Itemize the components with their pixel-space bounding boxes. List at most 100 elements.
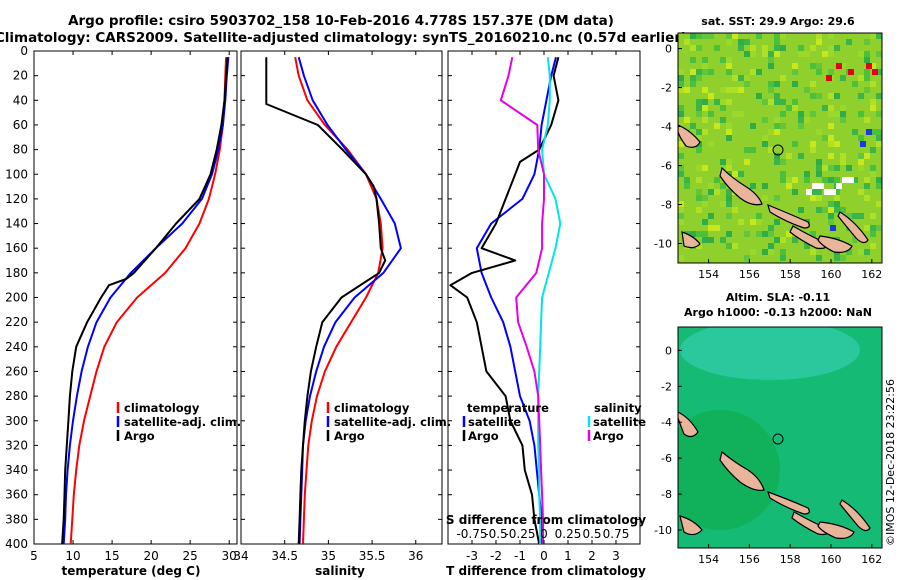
sst-cell [714, 177, 720, 183]
sst-cell [726, 135, 732, 141]
sst-cell [786, 177, 792, 183]
salinity-satellite-adj-line [297, 56, 402, 544]
sst-cell [846, 165, 852, 171]
sst-cell [864, 39, 870, 45]
sst-cell [816, 171, 822, 177]
legend-label-s-argo: Argo [593, 429, 624, 443]
figure-title-line1: Argo profile: csiro 5903702_158 10-Feb-2… [68, 13, 614, 29]
sst-cell [744, 159, 750, 165]
x-tick-label: 36 [408, 549, 423, 563]
sst-cell [768, 147, 774, 153]
sst-cell [696, 231, 702, 237]
s-diff-satellite-line [537, 57, 562, 544]
sst-cell [834, 111, 840, 117]
sst-cell [762, 51, 768, 57]
sst-cell [696, 105, 702, 111]
sst-cell [834, 45, 840, 51]
sst-map-axes: 154 156 158 160 162 0 -2 -4 -6 -8 -10 [654, 43, 882, 281]
sst-cell [750, 69, 756, 75]
malaita-land [839, 499, 871, 532]
sst-map-title: sat. SST: 29.9 Argo: 29.6 [701, 15, 855, 28]
map-lat-label: -10 [654, 524, 672, 537]
sst-cell [678, 81, 684, 87]
sst-cell [744, 81, 750, 87]
sst-cell [810, 81, 816, 87]
t-diff-tick-label: -3 [466, 549, 478, 563]
map-lat-label: 0 [665, 344, 672, 357]
sst-cell [768, 51, 774, 57]
sst-cell [714, 123, 720, 129]
sst-cell [702, 231, 708, 237]
sst-cell [690, 33, 696, 39]
sst-cell [738, 45, 744, 51]
map-lon-label: 154 [698, 268, 719, 281]
new-ireland-land [678, 124, 701, 148]
sst-cell [774, 45, 780, 51]
sst-cell [726, 33, 732, 39]
sst-cell [852, 81, 858, 87]
argo-position-marker [772, 433, 784, 445]
x-tick-label: 25 [183, 549, 198, 563]
t-diff-satellite-line [475, 56, 557, 544]
sst-cell [774, 99, 780, 105]
sst-cell [750, 249, 756, 255]
sst-cell [702, 87, 708, 93]
choiseul-land [767, 203, 810, 229]
depth-tick-label: 0 [20, 44, 28, 58]
sst-cell [816, 63, 822, 69]
sst-cell [810, 141, 816, 147]
sst-cell [876, 141, 882, 147]
bougainville-land [719, 166, 763, 206]
sst-cell [762, 195, 768, 201]
depth-tick-label: 140 [5, 217, 28, 231]
sst-cell [756, 69, 762, 75]
sst-cell [810, 111, 816, 117]
sst-cell [876, 183, 882, 189]
sst-cell [696, 45, 702, 51]
sst-cell [732, 207, 738, 213]
map-lat-label: -4 [661, 416, 672, 429]
sst-cell [762, 249, 768, 255]
sst-cell [774, 123, 780, 129]
sst-cell [828, 45, 834, 51]
sst-cell [684, 117, 690, 123]
sst-cell [690, 69, 696, 75]
map-lat-label: -6 [661, 452, 672, 465]
sst-cell [858, 93, 864, 99]
sst-cell-cool [860, 141, 866, 147]
sst-cell [720, 237, 726, 243]
sst-cell [696, 75, 702, 81]
sst-cell [876, 111, 882, 117]
sst-cell [774, 117, 780, 123]
sst-cell [876, 177, 882, 183]
depth-tick-label: 60 [13, 118, 28, 132]
sst-cell [840, 117, 846, 123]
sst-cell [732, 111, 738, 117]
sst-cell [744, 231, 750, 237]
salinity-argo-line [265, 57, 387, 544]
figure-title-line2: Climatology: CARS2009. Satellite-adjuste… [0, 30, 687, 46]
sst-cell [696, 111, 702, 117]
depth-tick-label: 240 [5, 340, 28, 354]
sst-cell [822, 105, 828, 111]
sst-cell [702, 117, 708, 123]
sst-cell [738, 75, 744, 81]
depth-tick-label: 320 [5, 438, 28, 452]
t-diff-tick-label: 3 [612, 549, 620, 563]
depth-tick-label: 380 [5, 512, 28, 526]
map-lon-label: 156 [739, 553, 760, 566]
sst-cell [762, 183, 768, 189]
legend-label-argo: Argo [334, 429, 365, 443]
sst-cell [792, 63, 798, 69]
sst-cell [720, 183, 726, 189]
map-lat-label: 0 [665, 43, 672, 56]
legend-label-s-satellite: satellite [593, 415, 646, 429]
legend-title-temperature: temperature [467, 401, 549, 415]
legend-label-climatology: climatology [124, 401, 200, 415]
sst-cell [870, 63, 876, 69]
sst-cell [810, 249, 816, 255]
sst-cell [780, 237, 786, 243]
map-lon-label: 162 [861, 553, 882, 566]
sst-cell [708, 33, 714, 39]
sst-cell [678, 111, 684, 117]
